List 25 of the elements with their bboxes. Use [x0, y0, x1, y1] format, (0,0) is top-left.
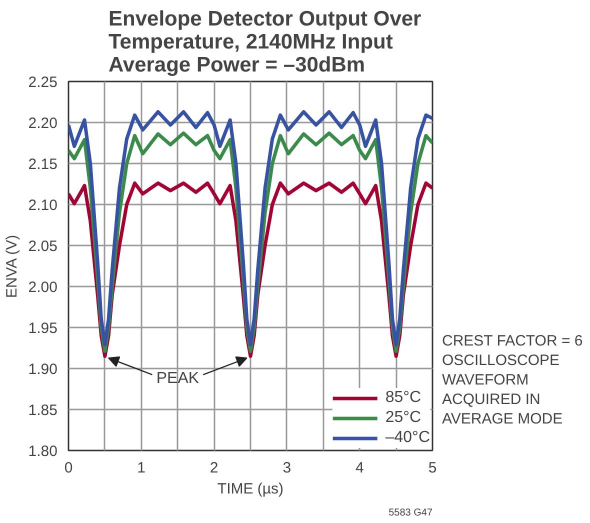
y-tick-label: 2.25	[28, 74, 58, 91]
y-axis-title: ENVA (V)	[3, 234, 20, 298]
y-tick-label: 1.95	[28, 320, 58, 337]
x-tick-label: 4	[356, 460, 364, 476]
y-tick-label: 2.00	[28, 279, 58, 296]
x-tick-label: 3	[282, 460, 292, 476]
x-axis-title: TIME (µs)	[217, 480, 284, 498]
y-tick-label: 2.15	[28, 156, 58, 173]
x-tick-label: 5	[428, 460, 437, 476]
legend-label: 25°C	[385, 409, 422, 427]
annotation: PEAK	[156, 370, 200, 387]
x-tick-label: 1	[137, 460, 146, 476]
legend-label: 85°C	[385, 389, 422, 407]
y-tick-label: 1.85	[28, 402, 58, 419]
text: CREST FACTOR = 6 OSCILLOSCOPE WAVEFORM ACQUIRED IN AVERAGE MODE	[442, 332, 583, 428]
y-tick-label: 1.90	[28, 361, 58, 378]
y-tick-label: 2.20	[28, 115, 58, 132]
chart-title: Envelope Detector Output Over Temperature, 2140MHz Input Average Power = –30dBm	[108, 8, 422, 76]
x-tick-label: 0	[64, 460, 73, 476]
text: 5583 G47	[388, 508, 433, 518]
x-tick-label: 2	[210, 460, 218, 476]
y-tick-label: 2.05	[28, 238, 58, 255]
legend-label: –40°C	[385, 429, 430, 447]
y-tick-label: 1.80	[28, 443, 58, 460]
y-tick-label: 2.10	[28, 197, 58, 214]
